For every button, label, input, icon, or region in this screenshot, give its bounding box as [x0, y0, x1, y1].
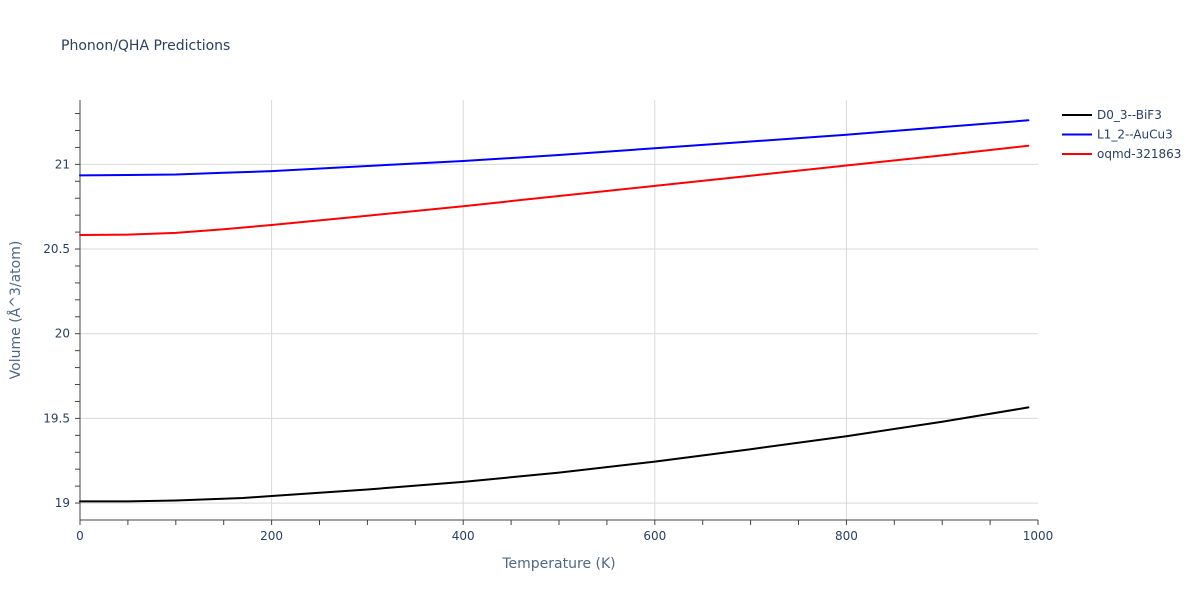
chart-title: Phonon/QHA Predictions [61, 38, 230, 54]
legend[interactable]: D0_3--BiF3 L1_2--AuCu3 oqmd-321863 [1062, 108, 1181, 161]
x-tick-label: 200 [260, 529, 283, 543]
y-tick-label: 19.5 [43, 411, 70, 425]
gridlines [80, 100, 1038, 520]
series-lines [79, 119, 1030, 503]
x-tick-label: 800 [835, 529, 858, 543]
legend-item[interactable]: L1_2--AuCu3 [1062, 128, 1173, 142]
axes: 0 200 400 600 800 1000 19 19.5 20 20.5 21 [43, 100, 1053, 543]
legend-label: L1_2--AuCu3 [1097, 128, 1173, 142]
x-tick-label: 600 [643, 529, 666, 543]
legend-label: oqmd-321863 [1097, 147, 1181, 161]
legend-item[interactable]: oqmd-321863 [1062, 147, 1181, 161]
x-axis-title: Temperature (K) [501, 556, 615, 572]
legend-item[interactable]: D0_3--BiF3 [1062, 108, 1162, 122]
y-tick-label: 19 [55, 496, 70, 510]
x-tick-label: 400 [452, 529, 475, 543]
y-tick-label: 20 [55, 327, 70, 341]
y-axis-title: Volume (Å^3/atom) [7, 241, 24, 380]
series-line[interactable] [79, 406, 1030, 503]
series-line[interactable] [79, 119, 1030, 177]
legend-label: D0_3--BiF3 [1097, 108, 1162, 122]
x-tick-label: 0 [76, 529, 84, 543]
y-tick-label: 20.5 [43, 242, 70, 256]
x-tick-label: 1000 [1023, 529, 1054, 543]
y-tick-label: 21 [55, 157, 70, 171]
series-line[interactable] [79, 144, 1030, 236]
